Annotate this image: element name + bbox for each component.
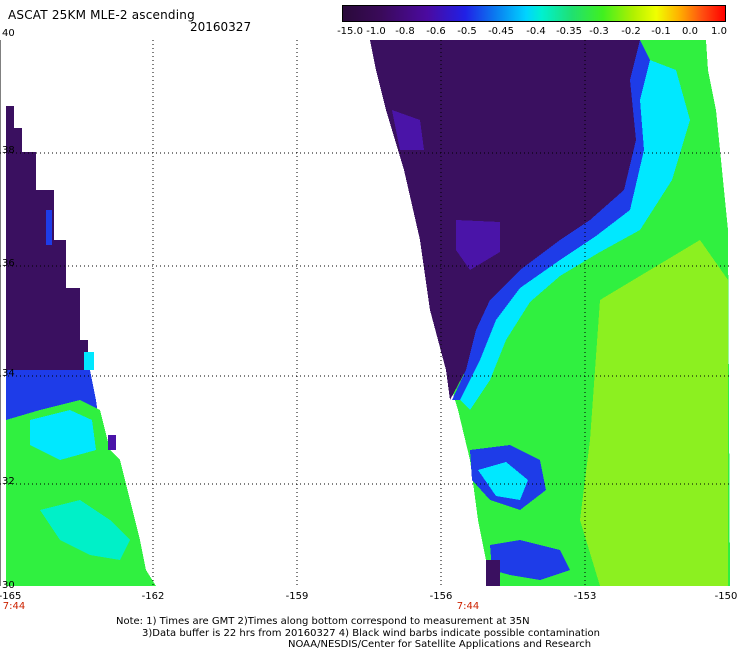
colorbar-tick: -0.45 bbox=[488, 26, 514, 37]
colorbar-tick: -0.35 bbox=[556, 26, 582, 37]
lon-label: -156 bbox=[429, 591, 453, 602]
swath-region bbox=[84, 352, 94, 370]
swath-region bbox=[392, 110, 424, 150]
swath-region bbox=[370, 40, 640, 400]
swath-region bbox=[580, 240, 728, 586]
swath-region bbox=[486, 560, 500, 586]
lon-label: -165 bbox=[0, 591, 22, 602]
lat-lon-grid bbox=[0, 40, 730, 586]
note-line-2: 3)Data buffer is 22 hrs from 20160327 4)… bbox=[142, 628, 600, 639]
colorbar-tick: -1.0 bbox=[366, 26, 386, 37]
swath-region bbox=[30, 410, 96, 460]
colorbar-tick: -15.0 bbox=[337, 26, 363, 37]
time-label: 7:44 bbox=[456, 601, 480, 612]
swath-region bbox=[478, 462, 528, 500]
colorbar-tick: -0.5 bbox=[457, 26, 477, 37]
map-plot bbox=[0, 40, 730, 586]
lon-label: -153 bbox=[573, 591, 597, 602]
lon-label: -159 bbox=[285, 591, 309, 602]
swath-region bbox=[108, 435, 116, 450]
colorbar-tick: -0.6 bbox=[426, 26, 446, 37]
left-swath bbox=[6, 106, 156, 586]
right-swath bbox=[370, 40, 730, 586]
lat-label: 40 bbox=[2, 28, 15, 39]
lat-label: 38 bbox=[2, 145, 15, 156]
lat-label: 34 bbox=[2, 368, 15, 379]
colorbar-tick: 0.0 bbox=[682, 26, 698, 37]
lat-label: 30 bbox=[2, 580, 15, 591]
colorbar-tick: -0.1 bbox=[651, 26, 671, 37]
colorbar-tick: -0.2 bbox=[621, 26, 641, 37]
swath-region bbox=[490, 540, 570, 580]
map-title: ASCAT 25KM MLE-2 ascending bbox=[8, 8, 195, 22]
time-label: 7:44 bbox=[2, 601, 26, 612]
note-line-1: Note: 1) Times are GMT 2)Times along bot… bbox=[116, 616, 530, 627]
colorbar bbox=[342, 5, 726, 22]
swath-region bbox=[46, 210, 52, 245]
colorbar-tick: -0.3 bbox=[589, 26, 609, 37]
swath-region bbox=[452, 40, 650, 400]
swath-region bbox=[40, 500, 130, 560]
map-date: 20160327 bbox=[190, 20, 252, 34]
colorbar-tick: -0.4 bbox=[526, 26, 546, 37]
swath-region bbox=[460, 60, 690, 410]
colorbar-tick: 1.0 bbox=[711, 26, 727, 37]
lon-label: -150 bbox=[714, 591, 738, 602]
swath-region bbox=[456, 220, 500, 270]
note-line-3: NOAA/NESDIS/Center for Satellite Applica… bbox=[288, 639, 592, 650]
colorbar-tick: -0.8 bbox=[395, 26, 415, 37]
lat-label: 36 bbox=[2, 258, 15, 269]
lon-label: -162 bbox=[141, 591, 165, 602]
lat-label: 32 bbox=[2, 476, 15, 487]
